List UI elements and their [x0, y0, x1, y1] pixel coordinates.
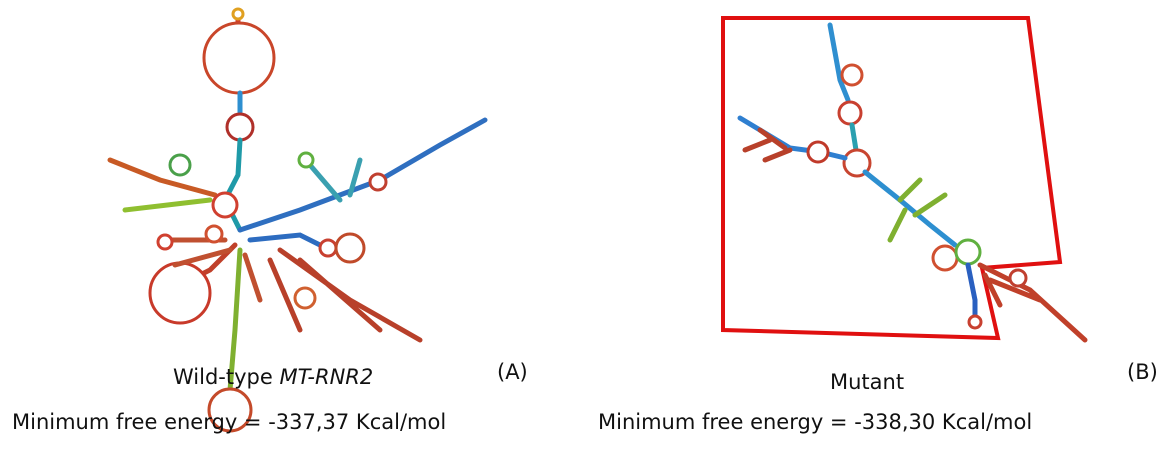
panel-title: Wild-type MT-RNR2	[173, 365, 373, 389]
loop	[806, 140, 830, 164]
loop	[293, 286, 317, 310]
loop	[334, 232, 366, 264]
panel-label: (B)	[1127, 360, 1158, 384]
loop	[211, 191, 239, 219]
stem	[122, 197, 213, 213]
stem	[267, 247, 423, 343]
stem	[862, 169, 958, 248]
panel-title: Mutant	[830, 370, 905, 394]
stem	[307, 157, 363, 203]
panel-label: (A)	[497, 360, 528, 384]
loop	[368, 172, 388, 192]
mutant-structure	[737, 22, 1088, 343]
loop	[168, 153, 192, 177]
panel-name: Wild-type	[173, 365, 280, 389]
stem	[977, 262, 1088, 343]
stem	[107, 157, 218, 198]
loop	[204, 224, 224, 244]
energy-text: Minimum free energy = -337,37 Kcal/mol	[12, 410, 447, 434]
loop	[231, 7, 245, 21]
loop	[837, 100, 863, 126]
gene-name: MT-RNR2	[279, 365, 374, 389]
loop	[318, 238, 338, 258]
loop	[148, 261, 212, 325]
stem	[887, 177, 948, 243]
loop	[202, 21, 276, 95]
loop	[840, 63, 864, 87]
loop	[207, 387, 253, 433]
loop	[156, 233, 174, 251]
loop	[1008, 268, 1028, 288]
stem	[742, 127, 793, 163]
stem	[227, 247, 243, 393]
loop	[931, 244, 959, 272]
energy-text: Minimum free energy = -338,30 Kcal/mol	[598, 410, 1033, 434]
loop	[297, 151, 315, 169]
loop	[954, 238, 982, 266]
stem	[247, 232, 333, 253]
stem	[237, 117, 488, 233]
wild-type-structure	[107, 7, 488, 433]
loop	[967, 314, 983, 330]
stem	[827, 22, 851, 103]
loop	[842, 148, 872, 178]
loop	[225, 112, 255, 142]
stem	[849, 122, 859, 153]
